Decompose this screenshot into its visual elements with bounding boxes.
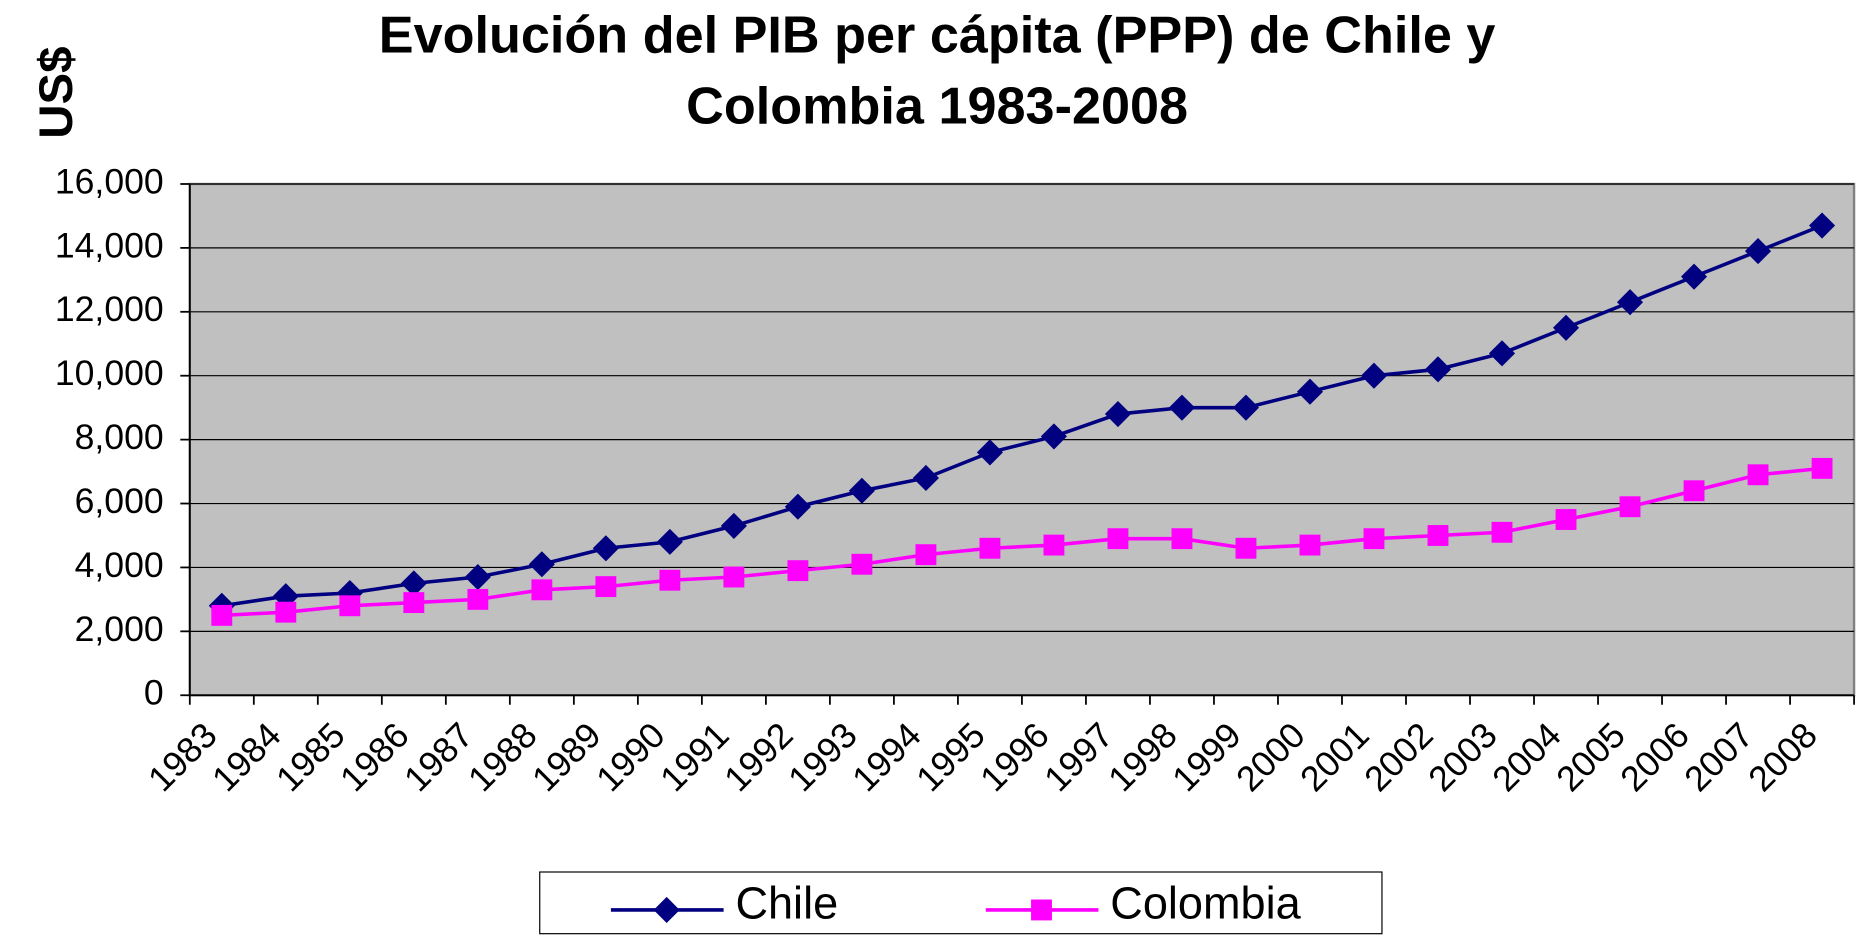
- x-tick-label: 1996: [972, 715, 1056, 799]
- legend-box: [539, 871, 1383, 935]
- y-tick-label: 10,000: [55, 353, 164, 393]
- x-tick-label: 1986: [332, 715, 416, 799]
- point: [915, 544, 937, 566]
- x-tick-label: 1988: [460, 715, 544, 799]
- point: [1555, 509, 1577, 530]
- point: [848, 477, 875, 504]
- x-tick-label: 1998: [1101, 715, 1185, 799]
- x-tick-label: 1995: [908, 715, 992, 799]
- point: [1619, 496, 1641, 518]
- point: [339, 595, 361, 617]
- x-tick-label: 1992: [716, 715, 800, 799]
- point: [1491, 521, 1513, 543]
- point: [1363, 528, 1385, 550]
- y-axis-label: US$: [30, 47, 83, 139]
- point: [723, 566, 745, 588]
- x-tick-label: 1997: [1037, 715, 1121, 799]
- point: [912, 464, 939, 492]
- point: [1683, 480, 1705, 502]
- x-tick-label: 1989: [524, 715, 608, 799]
- point: [1232, 394, 1260, 421]
- x-tick-label: 2001: [1293, 715, 1377, 799]
- point: [467, 588, 489, 610]
- point: [659, 569, 681, 591]
- series-line: [221, 466, 1823, 618]
- y-tick-label: 6,000: [75, 481, 164, 521]
- point: [1616, 289, 1644, 316]
- legend-marker: [1031, 899, 1052, 921]
- title-box: Evolución del PIB per cápita (PPP) de Ch…: [378, 6, 1496, 136]
- legend-label: Chile: [735, 877, 838, 928]
- y-tick-label: 12,000: [55, 289, 164, 329]
- point: [1168, 394, 1196, 421]
- point: [976, 439, 1003, 466]
- point: [595, 576, 617, 598]
- y-tick-label: 14,000: [55, 225, 164, 265]
- point: [275, 601, 297, 623]
- x-tick-label: 2003: [1421, 715, 1505, 799]
- x-tick-label: 1987: [396, 715, 480, 799]
- point: [784, 493, 811, 520]
- point: [528, 551, 555, 578]
- point: [211, 604, 233, 626]
- point: [979, 537, 1001, 559]
- point: [400, 570, 427, 597]
- point: [403, 592, 425, 614]
- x-tick-label: 2007: [1677, 715, 1761, 799]
- point: [656, 528, 683, 555]
- y-tick-label: 8,000: [75, 417, 164, 457]
- point: [1427, 525, 1449, 546]
- y-tick-label: 2,000: [75, 609, 164, 649]
- x-tick-label: 2004: [1485, 715, 1569, 799]
- x-tick-label: 1990: [588, 715, 672, 799]
- x-tick-label: 2005: [1549, 715, 1633, 799]
- x-tick-label: 2008: [1741, 715, 1825, 799]
- legend-marker: [653, 896, 680, 924]
- x-tick-label: 1993: [780, 715, 864, 799]
- legend-label: Colombia: [1110, 877, 1301, 928]
- point: [1745, 238, 1772, 265]
- x-tick-label: 1994: [844, 715, 928, 799]
- x-tick-label: 1999: [1165, 715, 1249, 799]
- point: [531, 579, 553, 601]
- point: [1104, 401, 1131, 428]
- x-tick-label: 1991: [652, 715, 736, 799]
- point: [1299, 534, 1321, 556]
- y-tick-label: 0: [144, 673, 164, 713]
- x-tick-label: 2000: [1229, 715, 1313, 799]
- point: [851, 553, 873, 575]
- x-tick-label: 1985: [268, 715, 352, 799]
- point: [1811, 457, 1833, 479]
- point: [1171, 528, 1193, 550]
- point: [1107, 528, 1129, 550]
- point: [464, 563, 491, 591]
- point: [1235, 537, 1257, 559]
- y-tick-label: 4,000: [75, 545, 164, 585]
- point: [1296, 378, 1324, 405]
- point: [1747, 464, 1769, 486]
- point: [1809, 212, 1836, 239]
- point: [1043, 534, 1065, 556]
- chart-title: Evolución del PIB per cápita (PPP) de Ch…: [378, 6, 1496, 136]
- y-tick-label: 16,000: [55, 161, 164, 201]
- x-tick-label: 1984: [204, 715, 288, 799]
- x-tick-label: 2006: [1613, 715, 1697, 799]
- x-tick-label: 1983: [140, 715, 224, 799]
- x-tick-label: 2002: [1357, 715, 1441, 799]
- point: [787, 560, 809, 582]
- point: [1680, 263, 1708, 290]
